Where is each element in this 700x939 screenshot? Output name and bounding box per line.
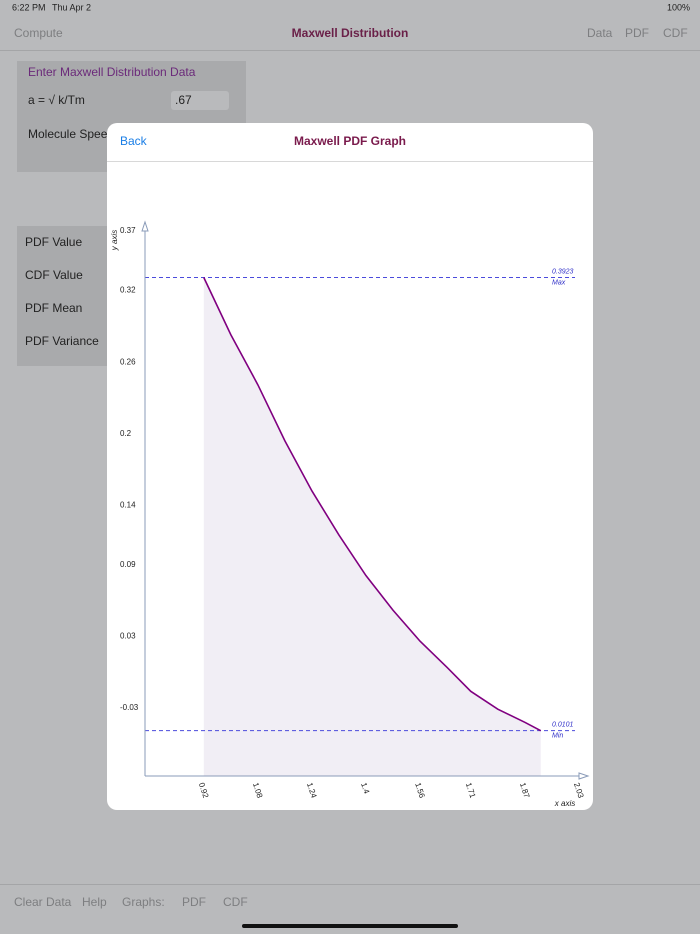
nav-compute[interactable]: Compute	[14, 26, 63, 40]
result-label: PDF Variance	[25, 334, 99, 348]
y-arrow	[141, 220, 149, 232]
x-axis-label: x axis	[554, 799, 575, 808]
result-label: PDF Value	[25, 235, 82, 249]
y-tick-label: 0.09	[120, 560, 136, 569]
y-tick-label: 0.37	[120, 226, 136, 235]
nav-pdf[interactable]: PDF	[625, 26, 649, 40]
toolbar-item[interactable]: CDF	[223, 895, 248, 909]
field-value[interactable]: .67	[175, 93, 192, 107]
home-indicator	[242, 924, 458, 928]
nav-cdf[interactable]: CDF	[663, 26, 688, 40]
area	[203, 277, 541, 776]
modal-title: Maxwell PDF Graph	[294, 134, 406, 148]
min-note: Min	[552, 733, 563, 740]
toolbar-item[interactable]: Help	[82, 895, 107, 909]
y-tick-label: 0.32	[120, 286, 136, 295]
input-title: Enter Maxwell Distribution Data	[28, 65, 196, 79]
field-label: Molecule Speed	[28, 127, 114, 141]
toolbar-divider	[0, 884, 700, 885]
y-tick-label: 0.14	[120, 500, 136, 509]
results-panel	[17, 226, 117, 366]
back-button[interactable]: Back	[120, 134, 148, 148]
x-arrow	[578, 772, 590, 780]
nav-data[interactable]: Data	[587, 26, 613, 40]
nav-divider	[0, 50, 700, 51]
line	[203, 277, 542, 732]
field-label: a = √ k/Tm	[28, 93, 85, 107]
toolbar-item[interactable]: Clear Data	[14, 895, 72, 909]
input-box[interactable]	[171, 91, 229, 110]
max-note: Max	[552, 279, 566, 286]
result-label: PDF Mean	[25, 301, 82, 315]
status-battery: 100%	[667, 2, 690, 12]
y-tick-label: 0.03	[120, 632, 136, 641]
y-tick-label: 0.26	[120, 357, 136, 366]
status-date: Thu Apr 2	[52, 2, 91, 12]
max-label: 0.3923	[552, 268, 574, 275]
nav-title: Maxwell Distribution	[292, 26, 409, 40]
toolbar-item[interactable]: PDF	[182, 895, 206, 909]
status-time: 6:22 PM	[12, 2, 46, 12]
x-tick-label: 1.4	[359, 781, 371, 795]
modal-divider	[107, 161, 593, 162]
toolbar-item: Graphs:	[122, 895, 165, 909]
result-label: CDF Value	[25, 268, 83, 282]
y-tick-label: -0.03	[120, 703, 139, 712]
y-tick-label: 0.2	[120, 429, 132, 438]
y-axis-label: y axis	[110, 230, 119, 251]
min-label: 0.0101	[552, 722, 574, 729]
